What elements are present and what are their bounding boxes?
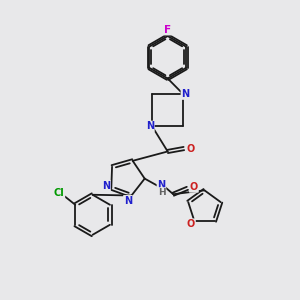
Text: N: N: [146, 122, 154, 131]
Text: N: N: [102, 181, 110, 191]
Text: N: N: [124, 196, 132, 206]
Text: H: H: [158, 188, 165, 197]
Text: F: F: [164, 25, 171, 34]
Text: Cl: Cl: [54, 188, 64, 198]
Text: N: N: [182, 89, 190, 99]
Text: O: O: [186, 143, 194, 154]
Text: N: N: [158, 180, 166, 190]
Text: O: O: [187, 219, 195, 229]
Text: O: O: [190, 182, 198, 192]
